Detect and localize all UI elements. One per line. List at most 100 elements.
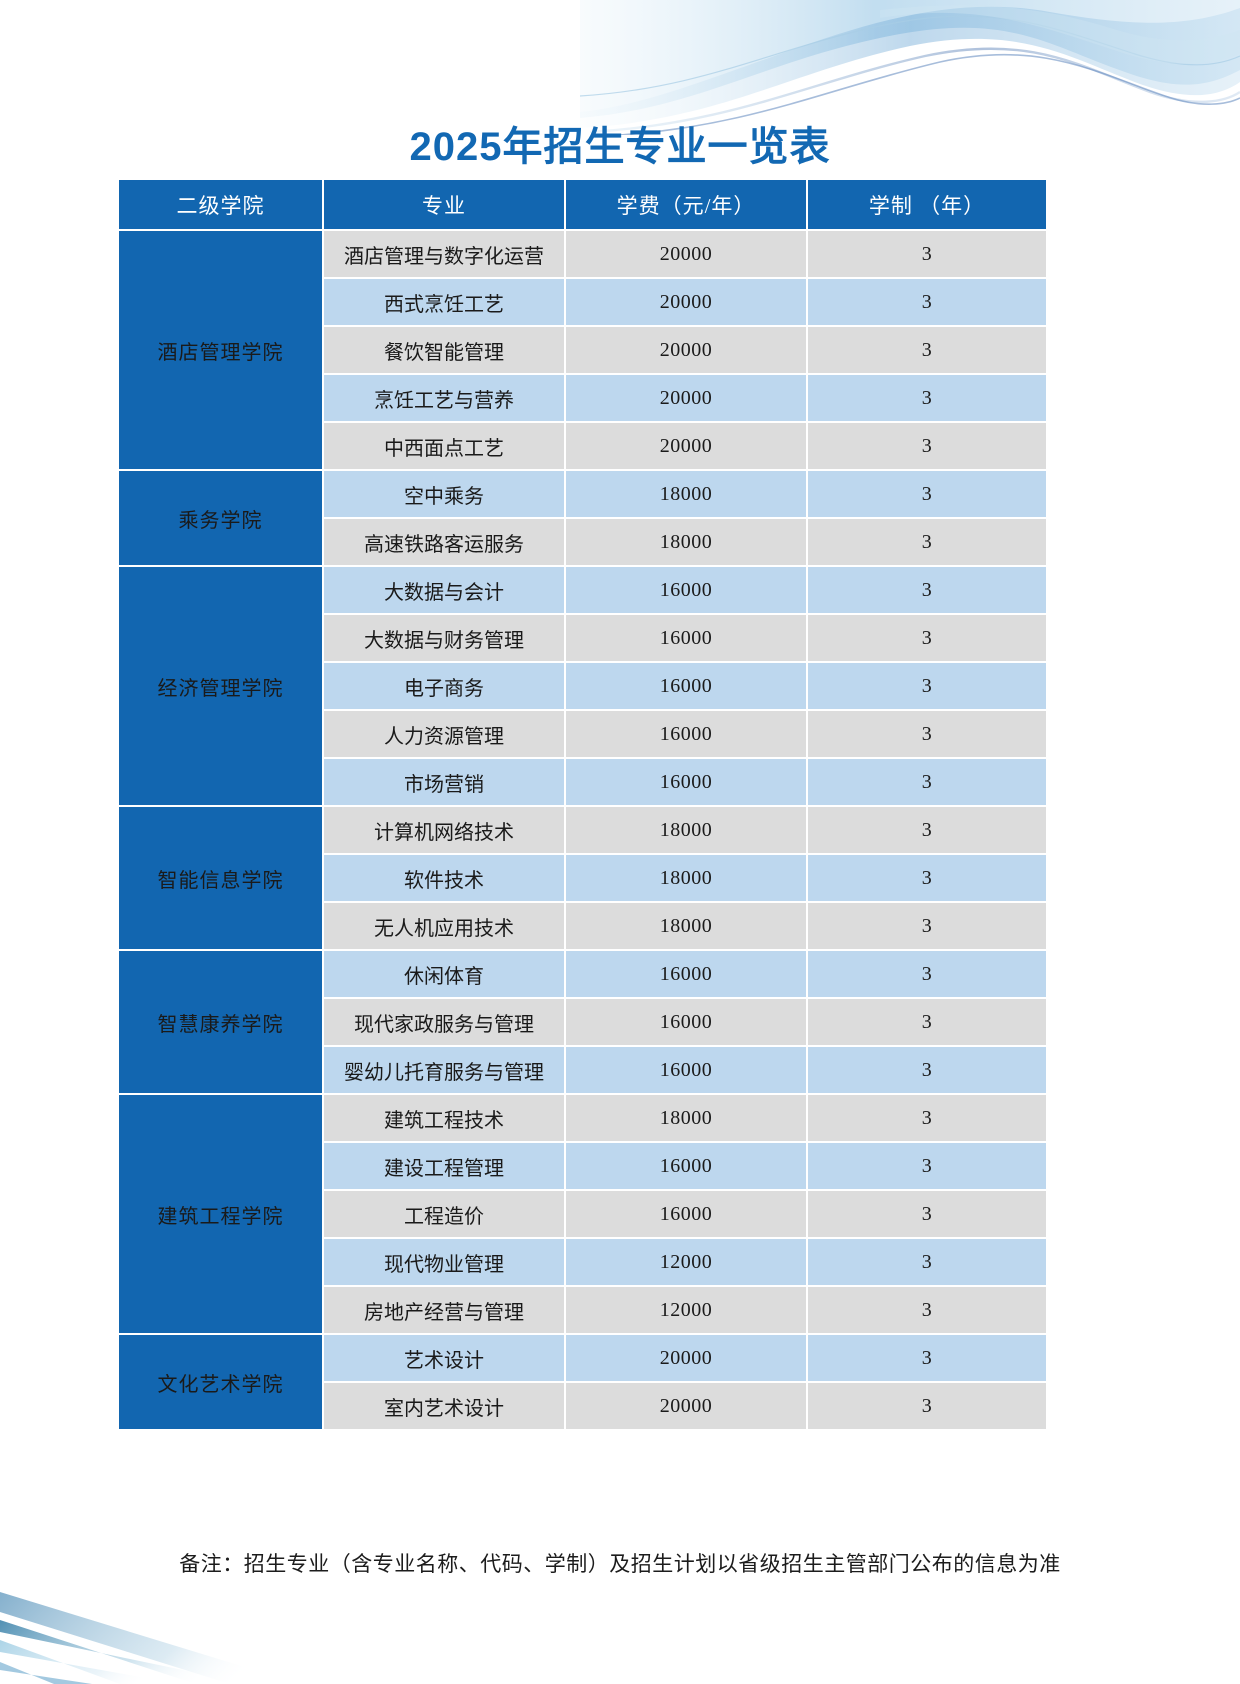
- table-row: 现代家政服务与管理 16000 3: [119, 999, 1046, 1045]
- years-cell: 3: [808, 1287, 1046, 1333]
- fee-cell: 18000: [566, 903, 806, 949]
- majors-table-container: 二级学院 专业 学费（元/年） 学制 （年） 酒店管理学院 酒店管理与数字化运营 2…: [117, 178, 1046, 1431]
- years-cell: 3: [808, 1047, 1046, 1093]
- major-cell: 大数据与会计: [324, 567, 564, 613]
- years-cell: 3: [808, 951, 1046, 997]
- header-row: 二级学院 专业 学费（元/年） 学制 （年）: [119, 180, 1046, 229]
- years-cell: 3: [808, 711, 1046, 757]
- major-cell: 无人机应用技术: [324, 903, 564, 949]
- fee-cell: 20000: [566, 231, 806, 277]
- years-cell: 3: [808, 903, 1046, 949]
- college-cell: 文化艺术学院: [119, 1335, 322, 1429]
- table-row: 大数据与财务管理 16000 3: [119, 615, 1046, 661]
- table-row: 乘务学院 空中乘务 18000 3: [119, 471, 1046, 565]
- major-cell: 现代物业管理: [324, 1239, 564, 1285]
- table-row: 酒店管理学院 酒店管理与数字化运营 20000 3: [119, 231, 1046, 469]
- table-row: 电子商务 16000 3: [119, 663, 1046, 709]
- years-cell: 3: [808, 663, 1046, 709]
- years-cell: 3: [808, 279, 1046, 325]
- fee-cell: 20000: [566, 1335, 806, 1381]
- footnote: 备注：招生专业（含专业名称、代码、学制）及招生计划以省级招生主管部门公布的信息为…: [179, 1553, 1061, 1576]
- college-cell: 智慧康养学院: [119, 951, 322, 1093]
- table-row: 室内艺术设计 20000 3: [119, 1383, 1046, 1429]
- page-title: 2025年招生专业一览表: [409, 125, 831, 169]
- fee-cell: 18000: [566, 519, 806, 565]
- fee-cell: 20000: [566, 279, 806, 325]
- major-cell: 中西面点工艺: [324, 423, 564, 469]
- majors-table: 二级学院 专业 学费（元/年） 学制 （年） 酒店管理学院 酒店管理与数字化运营 2…: [117, 178, 1048, 1431]
- college-cell: 建筑工程学院: [119, 1095, 322, 1333]
- table-row: 建筑工程学院 建筑工程技术 18000 3: [119, 1095, 1046, 1333]
- major-cell: 现代家政服务与管理: [324, 999, 564, 1045]
- table-row: 经济管理学院 大数据与会计 16000 3: [119, 567, 1046, 805]
- years-cell: 3: [808, 807, 1046, 853]
- fee-cell: 20000: [566, 423, 806, 469]
- major-cell: 烹饪工艺与营养: [324, 375, 564, 421]
- college-cell: 智能信息学院: [119, 807, 322, 949]
- major-cell: 休闲体育: [324, 951, 564, 997]
- table-row: 人力资源管理 16000 3: [119, 711, 1046, 757]
- years-cell: 3: [808, 855, 1046, 901]
- years-cell: 3: [808, 375, 1046, 421]
- years-cell: 3: [808, 471, 1046, 517]
- major-cell: 大数据与财务管理: [324, 615, 564, 661]
- fee-cell: 18000: [566, 471, 806, 517]
- major-cell: 空中乘务: [324, 471, 564, 517]
- column-header-major: 专业: [324, 180, 564, 229]
- major-cell: 软件技术: [324, 855, 564, 901]
- fee-cell: 12000: [566, 1287, 806, 1333]
- fee-cell: 16000: [566, 663, 806, 709]
- years-cell: 3: [808, 327, 1046, 373]
- table-row: 中西面点工艺 20000 3: [119, 423, 1046, 469]
- table-row: 工程造价 16000 3: [119, 1191, 1046, 1237]
- table-row: 无人机应用技术 18000 3: [119, 903, 1046, 949]
- fee-cell: 16000: [566, 759, 806, 805]
- table-row: 软件技术 18000 3: [119, 855, 1046, 901]
- years-cell: 3: [808, 567, 1046, 613]
- major-cell: 计算机网络技术: [324, 807, 564, 853]
- college-cell: 经济管理学院: [119, 567, 322, 805]
- fee-cell: 16000: [566, 567, 806, 613]
- table-body: 酒店管理学院 酒店管理与数字化运营 20000 3 西式烹饪工艺 20000 3 餐饮智能管理…: [119, 231, 1046, 1429]
- table-row: 房地产经营与管理 12000 3: [119, 1287, 1046, 1333]
- college-cell: 乘务学院: [119, 471, 322, 565]
- years-cell: 3: [808, 1383, 1046, 1429]
- table-header: 二级学院 专业 学费（元/年） 学制 （年）: [119, 180, 1046, 229]
- fee-cell: 12000: [566, 1239, 806, 1285]
- years-cell: 3: [808, 423, 1046, 469]
- table-row: 智慧康养学院 休闲体育 16000 3: [119, 951, 1046, 1093]
- table-row: 婴幼儿托育服务与管理 16000 3: [119, 1047, 1046, 1093]
- years-cell: 3: [808, 999, 1046, 1045]
- fee-cell: 18000: [566, 855, 806, 901]
- major-cell: 人力资源管理: [324, 711, 564, 757]
- table-row: 文化艺术学院 艺术设计 20000 3: [119, 1335, 1046, 1429]
- table-row: 餐饮智能管理 20000 3: [119, 327, 1046, 373]
- years-cell: 3: [808, 1143, 1046, 1189]
- major-cell: 建筑工程技术: [324, 1095, 564, 1141]
- fee-cell: 16000: [566, 951, 806, 997]
- years-cell: 3: [808, 1239, 1046, 1285]
- fee-cell: 18000: [566, 1095, 806, 1141]
- fee-cell: 20000: [566, 327, 806, 373]
- years-cell: 3: [808, 1335, 1046, 1381]
- major-cell: 室内艺术设计: [324, 1383, 564, 1429]
- fee-cell: 16000: [566, 999, 806, 1045]
- major-cell: 工程造价: [324, 1191, 564, 1237]
- years-cell: 3: [808, 759, 1046, 805]
- major-cell: 建设工程管理: [324, 1143, 564, 1189]
- major-cell: 酒店管理与数字化运营: [324, 231, 564, 277]
- fee-cell: 16000: [566, 1143, 806, 1189]
- column-header-college: 二级学院: [119, 180, 322, 229]
- fee-cell: 16000: [566, 711, 806, 757]
- years-cell: 3: [808, 1095, 1046, 1141]
- major-cell: 房地产经营与管理: [324, 1287, 564, 1333]
- major-cell: 西式烹饪工艺: [324, 279, 564, 325]
- years-cell: 3: [808, 615, 1046, 661]
- table-row: 智能信息学院 计算机网络技术 18000 3: [119, 807, 1046, 949]
- fee-cell: 16000: [566, 1191, 806, 1237]
- major-cell: 婴幼儿托育服务与管理: [324, 1047, 564, 1093]
- column-header-fee: 学费（元/年）: [566, 180, 806, 229]
- table-row: 现代物业管理 12000 3: [119, 1239, 1046, 1285]
- table-row: 市场营销 16000 3: [119, 759, 1046, 805]
- years-cell: 3: [808, 519, 1046, 565]
